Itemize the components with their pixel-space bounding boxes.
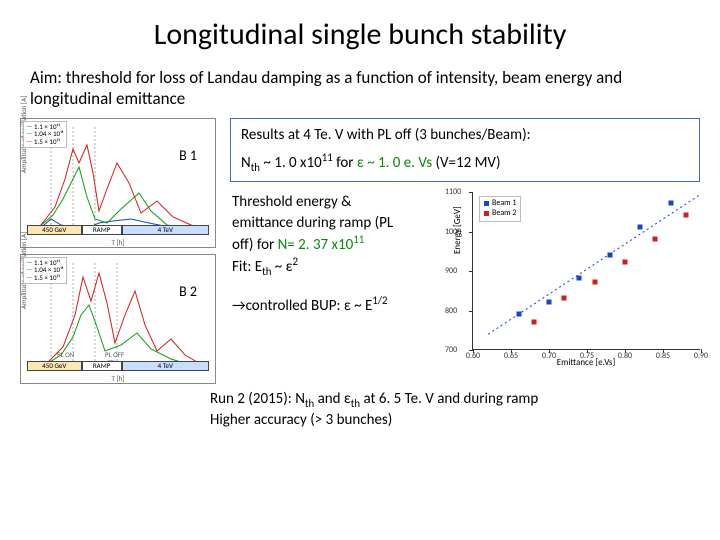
left-column: — 1.1 × 10¹¹— 1.04 × 10¹¹— 1.5 × 10¹¹ B 1… [20,118,220,384]
scatter-point [683,213,688,218]
scatter-point [547,299,552,304]
scatter-chart: 700800900100011000.600.650.700.750.800.8… [472,192,700,350]
chart-legend: — 1.1 × 10¹¹— 1.04 × 10¹¹— 1.5 × 10¹¹ [23,121,67,148]
lower-row: Threshold energy & emittance during ramp… [230,190,700,366]
energy-strip: 450 GeVRAMP4 TeV [27,225,209,235]
chart-label: B 2 [179,283,197,300]
ytick: 1100 [445,187,461,197]
results-line1: Results at 4 Te. V with PL off (3 bunche… [241,125,689,145]
page-title: Longitudinal single bunch stability [0,0,720,61]
threshold-text: Threshold energy & emittance during ramp… [230,190,434,318]
chart-legend: — 1.1 × 10¹¹— 1.04 × 10¹¹— 1.5 × 10¹¹ [23,257,67,284]
scatter-point [592,280,597,285]
ytick: 800 [445,306,457,316]
footer-text: Run 2 (2015): Nth and εth at 6. 5 Te. V … [0,384,720,431]
chart-label: B 1 [179,147,197,164]
chart-xlabel: T [h] [21,374,215,383]
results-line2: Nth ~ 1. 0 x1011 for ε ~ 1. 0 e. Vs (V=1… [241,151,689,176]
scatter-point [562,295,567,300]
main-row: — 1.1 × 10¹¹— 1.04 × 10¹¹— 1.5 × 10¹¹ B 1… [0,114,720,384]
chart-xlabel: T [h] [21,238,215,247]
scatter-point [653,236,658,241]
scatter-point [577,276,582,281]
results-box: Results at 4 Te. V with PL off (3 bunche… [230,118,700,183]
scatter-xlabel: Emittance [e.Vs] [472,357,700,368]
pl-label: PL ON [57,350,74,359]
energy-strip: 450 GeVRAMP4 TeV [27,361,209,371]
scatter-legend: Beam 1Beam 2 [479,196,521,221]
scatter-point [668,201,673,206]
chart-b1: — 1.1 × 10¹¹— 1.04 × 10¹¹— 1.5 × 10¹¹ B 1… [20,118,216,248]
chart-b2: — 1.1 × 10¹¹— 1.04 × 10¹¹— 1.5 × 10¹¹ B 2… [20,254,216,384]
scatter-point [638,224,643,229]
scatter-point [623,260,628,265]
scatter-wrap: 700800900100011000.600.650.700.750.800.8… [442,190,700,366]
ytick: 900 [445,266,457,276]
scatter-ylabel: Energy [GeV] [452,207,463,255]
right-column: Results at 4 Te. V with PL off (3 bunche… [230,118,700,384]
pl-label: PL OFF [105,350,124,359]
scatter-point [516,311,521,316]
scatter-point [531,319,536,324]
ytick: 700 [445,345,457,355]
aim-text: Aim: threshold for loss of Landau dampin… [0,61,720,114]
scatter-point [607,252,612,257]
